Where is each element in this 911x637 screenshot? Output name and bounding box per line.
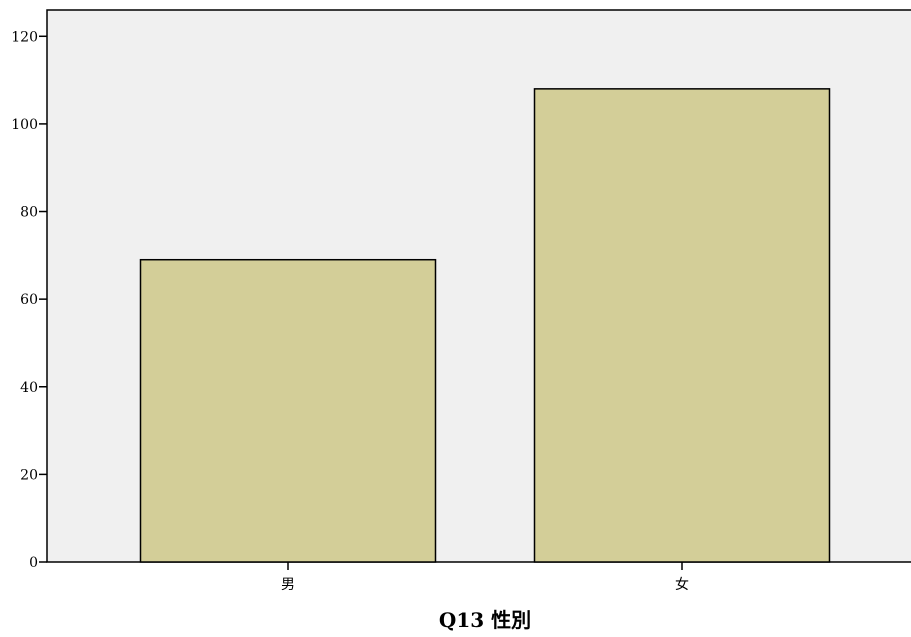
- y-tick-label-100: 100: [11, 117, 38, 133]
- x-tick-label-1: 女: [675, 576, 689, 593]
- y-axis: 0 20 40 60 80 100 120: [11, 29, 47, 571]
- y-tick-label-20: 20: [20, 467, 38, 483]
- y-tick-label-80: 80: [20, 205, 38, 221]
- bar-1: [533, 88, 831, 563]
- y-tick-label-60: 60: [20, 292, 38, 308]
- bar-0: [139, 258, 437, 563]
- y-tick-label-120: 120: [11, 29, 38, 45]
- x-axis: 男女: [281, 562, 689, 593]
- y-tick-label-0: 0: [29, 555, 38, 571]
- y-tick-label-40: 40: [20, 380, 38, 396]
- x-tick-label-0: 男: [281, 577, 295, 593]
- x-axis-title: Q13 性別: [439, 608, 531, 632]
